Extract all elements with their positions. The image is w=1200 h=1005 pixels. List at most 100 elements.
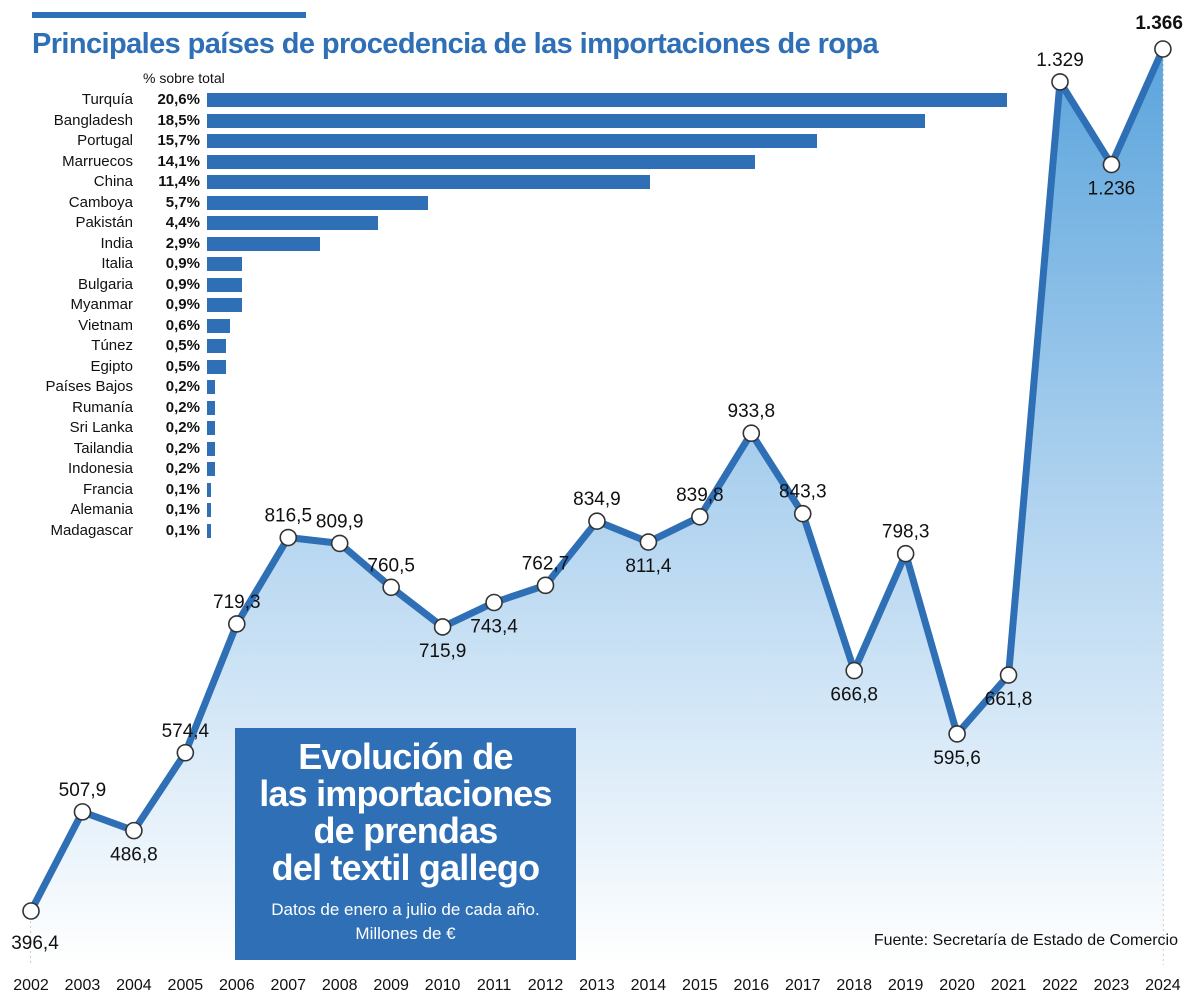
info-subtitle-line: Millones de € [355, 924, 456, 943]
x-axis-year-label: 2013 [579, 977, 615, 994]
bar-value-label: 14,1% [157, 152, 200, 170]
data-value-label: 715,9 [419, 641, 467, 662]
bar-category-label: Italia [101, 255, 133, 272]
data-point-marker [1154, 40, 1172, 58]
bar-category-label: Países Bajos [45, 378, 133, 395]
bar [207, 523, 211, 538]
bar-value-label: 5,7% [165, 193, 200, 211]
x-axis-year-label: 2004 [116, 977, 152, 994]
bar-category-label: Camboya [68, 193, 133, 211]
bar-category-label: Sri Lanka [69, 419, 133, 436]
bar-category-label: China [93, 173, 133, 190]
bar [207, 134, 817, 148]
bar-value-label: 20,6% [157, 91, 200, 108]
info-subtitle-line: Datos de enero a julio de cada año. [271, 900, 540, 919]
data-value-label: 1.366 [1135, 13, 1183, 34]
bar-value-label: 18,5% [157, 111, 200, 129]
bar [207, 113, 926, 128]
info-title-line: las importaciones [259, 773, 552, 814]
data-value-label: 661,8 [985, 689, 1033, 710]
source-note: Fuente: Secretaría de Estado de Comercio [873, 932, 1178, 949]
data-point-marker [896, 544, 915, 563]
bar [207, 503, 211, 517]
x-axis-year-label: 2003 [65, 977, 101, 994]
x-axis-year-label: 2024 [1145, 977, 1181, 994]
data-value-label: 760,5 [367, 555, 415, 576]
data-point-marker [793, 504, 812, 523]
x-axis-year-label: 2008 [322, 977, 358, 994]
bar-value-label: 0,2% [165, 398, 200, 416]
x-axis-year-label: 2022 [1042, 977, 1078, 994]
info-title-line: del textil gallego [271, 847, 540, 888]
bar [207, 339, 227, 353]
bar [207, 298, 242, 312]
bar-category-label: Alemania [70, 501, 133, 518]
bar [207, 93, 1007, 107]
bar-category-label: Myanmar [70, 296, 133, 313]
bar-value-label: 0,1% [165, 480, 200, 498]
x-axis-year-label: 2009 [373, 977, 409, 994]
bar [207, 482, 211, 497]
x-axis-year-label: 2014 [631, 977, 667, 994]
bar-value-label: 0,1% [165, 521, 200, 539]
data-point-marker [125, 821, 143, 840]
x-axis-year-label: 2020 [939, 977, 975, 994]
bar [207, 380, 215, 394]
x-axis-year-labels: 2002 2003 2004 2005 2006 2007 2008 2009 2010 2011… [13, 977, 1181, 994]
data-value-label: 933,8 [728, 401, 776, 422]
bar-category-label: Madagascar [50, 521, 133, 539]
bar [207, 257, 242, 271]
data-value-label: 816,5 [264, 506, 312, 527]
data-value-label: 843,3 [779, 482, 827, 503]
data-point-marker [433, 618, 452, 636]
bar-value-label: 4,4% [165, 214, 200, 231]
data-value-label: 507,9 [59, 780, 107, 801]
data-value-label: 486,8 [110, 845, 158, 866]
info-box-title: Evolución de las importaciones de prenda… [235, 738, 576, 886]
data-point-marker [639, 533, 658, 551]
data-value-label: 666,8 [830, 685, 878, 706]
bar [207, 318, 231, 333]
bar [207, 441, 215, 456]
data-point-marker [588, 512, 606, 530]
x-axis-year-label: 2012 [528, 977, 564, 994]
x-axis-year-label: 2023 [1094, 977, 1130, 994]
info-title-line: Evolución de [298, 736, 513, 777]
bar [207, 277, 242, 292]
bar-category-label: Portugal [77, 132, 133, 149]
bar [207, 462, 215, 476]
data-value-label: 743,4 [470, 617, 518, 638]
x-axis-year-label: 2017 [785, 977, 821, 994]
data-point-marker [382, 578, 400, 597]
data-value-label: 798,3 [882, 522, 930, 543]
data-value-label: 1.329 [1036, 50, 1084, 71]
title-accent-rule [32, 12, 306, 18]
bar-category-label: India [100, 234, 133, 252]
bar-category-label: Marruecos [62, 152, 133, 170]
info-title-line: de prendas [313, 810, 498, 851]
bar-value-label: 0,9% [165, 255, 200, 272]
x-axis-year-label: 2005 [168, 977, 204, 994]
data-value-label: 396,4 [11, 933, 59, 954]
x-axis-year-label: 2007 [270, 977, 306, 994]
data-point-marker [176, 743, 195, 762]
bar-category-label: Vietnam [78, 316, 133, 334]
bar-category-label: Pakistán [75, 214, 133, 231]
value-labels: 396,4 507,9 486,8 574,4 719,3 816,5 809,9 760,5… [11, 13, 1183, 954]
data-point-marker [228, 615, 246, 633]
data-point-marker [742, 424, 761, 443]
bar-value-label: 0,1% [165, 501, 200, 518]
bar [207, 154, 755, 169]
bar [207, 216, 378, 230]
data-value-label: 595,6 [933, 748, 981, 769]
data-point-marker [948, 725, 966, 743]
bar-chart-unit-label: % sobre total [143, 70, 225, 86]
bar-value-label: 15,7% [157, 132, 200, 149]
bar-category-label: Tailandia [73, 439, 133, 457]
bar [207, 175, 650, 189]
bar-value-label: 0,2% [165, 378, 200, 395]
bar [207, 236, 320, 251]
x-axis-year-label: 2010 [425, 977, 461, 994]
bar [207, 400, 215, 415]
